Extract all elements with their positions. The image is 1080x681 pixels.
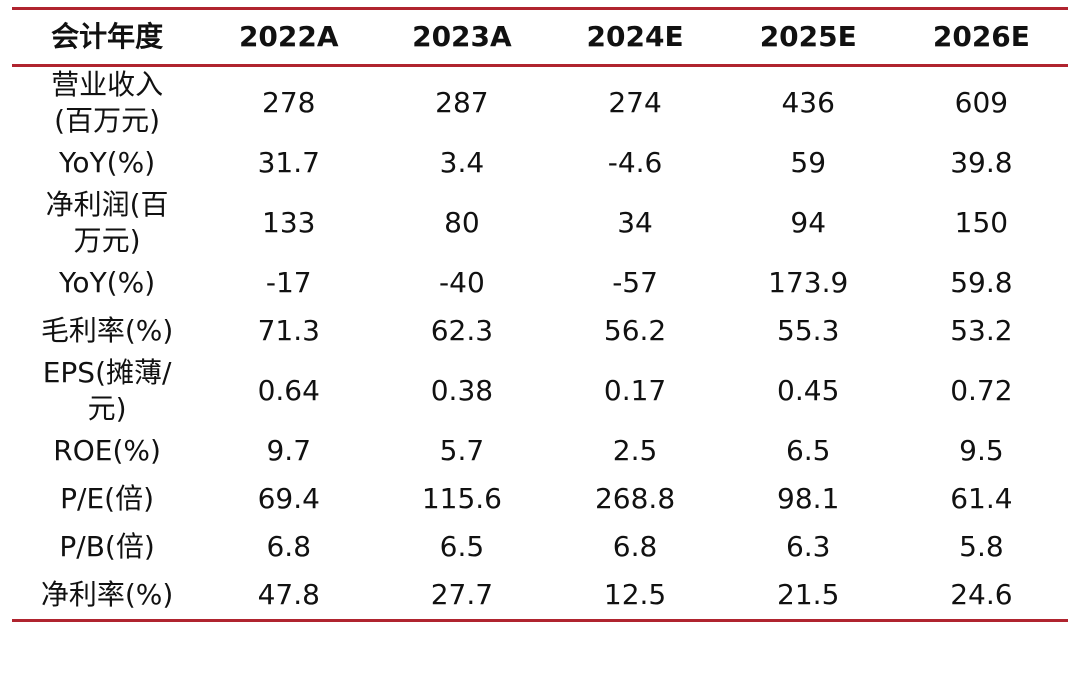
table-cell: 0.17 (603, 374, 667, 407)
table-cell: 436 (781, 86, 835, 119)
table-row-eps: EPS(摊薄/ 元) 0.64 0.38 0.17 0.45 0.72 (12, 355, 1068, 427)
table-cell: 62.3 (430, 314, 494, 347)
financial-forecast-table: 会计年度 2022A 2023A 2024E 2025E 2026E 营业收入 … (12, 7, 1068, 622)
header-cell-2025e: 2025E (721, 7, 895, 67)
table-cell: 274 (608, 86, 662, 119)
row-label-gross-margin: 毛利率(%) (40, 314, 174, 347)
table-cell: 53.2 (950, 314, 1013, 347)
table-cell: 9.5 (959, 434, 1004, 467)
table-cell: -57 (612, 266, 658, 299)
table-cell: 173.9 (768, 266, 849, 299)
row-label-line: 净利润(百 (45, 188, 169, 221)
table-cell: 609 (954, 86, 1009, 119)
row-label-pe: P/E(倍) (60, 482, 155, 515)
table-cell: 278 (262, 86, 316, 119)
table-cell: 59.8 (950, 266, 1013, 299)
table-row-net-margin: 净利率(%) 47.8 27.7 12.5 21.5 24.6 (12, 571, 1068, 622)
table-cell: 24.6 (894, 571, 1068, 622)
row-label-line: (百万元) (54, 104, 161, 137)
table-cell: 0.45 (777, 374, 840, 407)
table-cell: 34 (617, 206, 653, 239)
table-cell: -17 (265, 266, 312, 299)
header-cell-2022a: 2022A (202, 7, 376, 67)
row-label-roe: ROE(%) (53, 434, 161, 467)
table-cell: 80 (444, 206, 480, 239)
table-cell: 39.8 (950, 146, 1013, 179)
table-cell: 150 (954, 206, 1009, 239)
table-cell: 6.8 (612, 530, 658, 563)
table-cell: -4.6 (607, 146, 663, 179)
header-cell-2024e: 2024E (548, 7, 722, 67)
row-label-net-profit: 净利润(百 万元) (12, 187, 202, 259)
row-label-net-profit-yoy: YoY(%) (59, 266, 156, 299)
table-cell: 56.2 (603, 314, 667, 347)
table-cell: 69.4 (257, 482, 320, 515)
row-label-line: EPS(摊薄/ (42, 356, 172, 389)
table-cell: 5.7 (439, 434, 485, 467)
table-row-revenue: 营业收入 (百万元) 278 287 274 436 609 (12, 66, 1068, 140)
table-cell: 27.7 (375, 571, 549, 622)
table-cell: 3.4 (439, 146, 485, 179)
table-cell: 287 (435, 86, 489, 119)
table-cell: 268.8 (594, 482, 676, 515)
row-label-revenue-yoy: YoY(%) (59, 146, 156, 179)
table-cell: 98.1 (777, 482, 840, 515)
row-label-eps: EPS(摊薄/ 元) (12, 355, 202, 427)
row-label-line: 万元) (73, 224, 141, 257)
table-row-roe: ROE(%) 9.7 5.7 2.5 6.5 9.5 (12, 427, 1068, 475)
table-cell: 6.5 (439, 530, 485, 563)
row-label-pb: P/B(倍) (59, 530, 155, 563)
table-cell: 0.72 (950, 374, 1013, 407)
table-cell: 94 (790, 206, 827, 239)
table-cell: 6.3 (785, 530, 831, 563)
table-cell: 133 (262, 206, 316, 239)
table-cell: 21.5 (721, 571, 895, 622)
table-row-gross-margin: 毛利率(%) 71.3 62.3 56.2 55.3 53.2 (12, 307, 1068, 355)
table-row-net-profit: 净利润(百 万元) 133 80 34 94 150 (12, 187, 1068, 259)
table-cell: 115.6 (421, 482, 502, 515)
header-cell-2026e: 2026E (894, 7, 1068, 67)
header-cell-2023a: 2023A (375, 7, 549, 67)
table-header-row: 会计年度 2022A 2023A 2024E 2025E 2026E (12, 7, 1068, 67)
table-row-net-profit-yoy: YoY(%) -17 -40 -57 173.9 59.8 (12, 259, 1068, 307)
table-cell: 61.4 (950, 482, 1013, 515)
table-cell: 0.64 (257, 374, 320, 407)
table-row-revenue-yoy: YoY(%) 31.7 3.4 -4.6 59 39.8 (12, 139, 1068, 187)
table-cell: 12.5 (548, 571, 722, 622)
row-label-revenue: 营业收入 (百万元) (12, 66, 202, 140)
row-label-line: 营业收入 (51, 68, 164, 101)
table-cell: 0.38 (430, 374, 494, 407)
table-cell: 5.8 (959, 530, 1004, 563)
row-label-net-margin: 净利率(%) (12, 571, 203, 622)
table-cell: 59 (790, 146, 827, 179)
table-cell: 31.7 (257, 146, 320, 179)
table-cell: 6.8 (266, 530, 312, 563)
row-label-line: 元) (87, 392, 127, 425)
table-row-pb: P/B(倍) 6.8 6.5 6.8 6.3 5.8 (12, 523, 1068, 571)
table-row-pe: P/E(倍) 69.4 115.6 268.8 98.1 61.4 (12, 475, 1068, 523)
table-cell: 47.8 (202, 571, 376, 622)
table-cell: -40 (439, 266, 485, 299)
table-cell: 71.3 (257, 314, 320, 347)
table-cell: 2.5 (612, 434, 658, 467)
table-cell: 6.5 (785, 434, 831, 467)
table-cell: 55.3 (777, 314, 840, 347)
header-cell-fiscal-year: 会计年度 (12, 7, 203, 67)
table-cell: 9.7 (266, 434, 312, 467)
